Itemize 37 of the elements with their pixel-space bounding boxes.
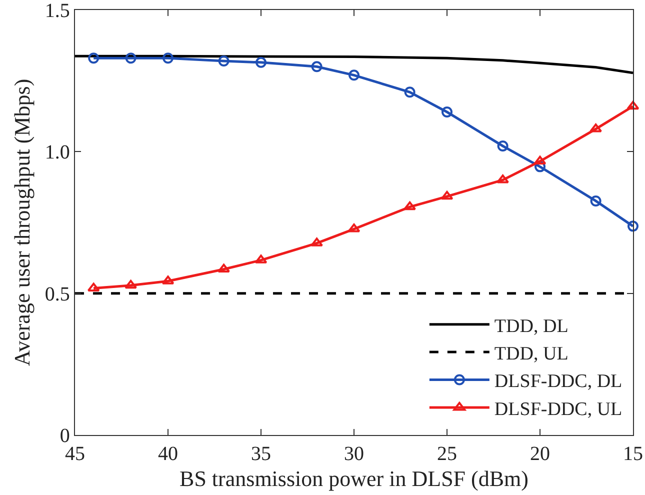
x-axis-title: BS transmission power in DLSF (dBm) bbox=[180, 466, 528, 491]
point bbox=[628, 220, 638, 232]
x-tick-label: 30 bbox=[344, 443, 364, 466]
y-tick-label: 0.5 bbox=[44, 283, 70, 306]
point bbox=[218, 264, 230, 272]
point bbox=[404, 201, 416, 210]
x-tick-label: 15 bbox=[623, 443, 643, 466]
x-tick-label: 20 bbox=[530, 443, 550, 466]
point bbox=[534, 161, 546, 172]
point bbox=[404, 86, 416, 98]
legend-label: TDD, UL bbox=[494, 343, 568, 364]
point bbox=[348, 70, 360, 81]
point bbox=[218, 56, 230, 66]
point bbox=[256, 56, 266, 68]
legend-label: DLSF-DDC, UL bbox=[494, 398, 622, 420]
point bbox=[496, 174, 509, 184]
x-tick-label: 35 bbox=[251, 443, 271, 466]
point bbox=[125, 52, 136, 64]
point bbox=[124, 280, 137, 289]
point bbox=[162, 52, 174, 64]
y-tick-label: 1.0 bbox=[44, 142, 70, 164]
point bbox=[88, 52, 100, 64]
point bbox=[310, 238, 323, 246]
point bbox=[590, 195, 602, 206]
y-axis-title: Average user throughput (Mbps) bbox=[10, 78, 35, 366]
y-tick-label: 1.5 bbox=[44, 0, 70, 22]
legend-label: TDD, DL bbox=[494, 316, 568, 337]
x-tick-label: 25 bbox=[437, 443, 457, 466]
legend-label: DLSF-DDC, DL bbox=[494, 371, 622, 392]
point bbox=[534, 156, 546, 165]
point bbox=[440, 190, 454, 200]
point bbox=[311, 61, 322, 72]
x-tick-label: 40 bbox=[158, 443, 178, 466]
point bbox=[590, 124, 602, 132]
point bbox=[442, 106, 452, 118]
point bbox=[626, 100, 640, 110]
point bbox=[497, 140, 508, 152]
